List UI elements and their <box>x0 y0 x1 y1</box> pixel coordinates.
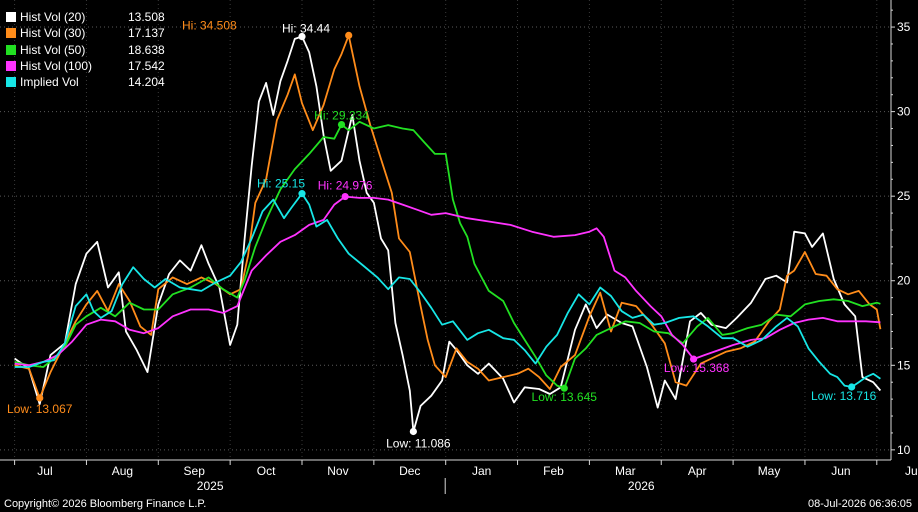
annotation-marker <box>36 394 44 402</box>
legend: Hist Vol (20) 13.508 Hist Vol (30) 17.13… <box>6 9 165 90</box>
x-tick-label: Jun <box>831 464 850 478</box>
legend-swatch <box>6 61 16 72</box>
x-axis: Jul Aug Sep Oct Nov Dec Jan Feb Mar Apr May Jun Jul 2… <box>0 459 918 494</box>
timestamp-text: 08-Jul-2026 06:36:05 <box>808 498 912 510</box>
x-tick-label: Feb <box>543 464 564 478</box>
annotation-marker <box>345 31 353 39</box>
legend-series-name: Hist Vol (100) <box>20 58 93 73</box>
annotation-marker <box>337 120 346 129</box>
legend-last-value: 18.638 <box>128 42 165 57</box>
x-tick-label: Jul <box>905 464 918 478</box>
legend-last-value: 17.542 <box>128 58 165 73</box>
annotation-label: Low: 13.067 <box>7 402 73 416</box>
series-line <box>14 35 882 433</box>
y-tick-label: 35 <box>897 20 911 34</box>
y-tick-label: 15 <box>897 358 911 372</box>
annotation-marker <box>409 427 417 436</box>
legend-item[interactable]: Implied Vol 14.204 <box>6 74 165 90</box>
y-tick-label: 20 <box>897 274 911 288</box>
legend-item[interactable]: Hist Vol (50) 18.638 <box>6 42 165 58</box>
legend-swatch <box>6 12 16 23</box>
legend-item[interactable]: Hist Vol (20) 13.508 <box>6 9 165 25</box>
series-line <box>14 120 881 390</box>
x-tick-label: Jul <box>37 464 52 478</box>
y-tick-label: 10 <box>897 443 911 457</box>
legend-last-value: 17.137 <box>128 26 165 41</box>
legend-series-name: Implied Vol <box>20 75 79 90</box>
series-lines <box>14 34 882 433</box>
y-tick-label: 30 <box>897 105 911 119</box>
x-tick-label: Jan <box>472 464 491 478</box>
legend-series-name: Hist Vol (20) <box>20 10 86 24</box>
annotation-label: Hi: 24.976 <box>318 179 373 193</box>
x-tick-label: Mar <box>615 464 636 478</box>
series-line <box>14 195 881 367</box>
legend-series-name: Hist Vol (50) <box>20 42 86 57</box>
y-axis: 10 15 20 25 30 35 <box>890 0 911 460</box>
legend-item[interactable]: Hist Vol (30) 17.137 <box>6 25 165 41</box>
annotation-marker <box>341 192 349 201</box>
legend-series-name: Hist Vol (30) <box>20 26 86 41</box>
legend-swatch <box>6 44 16 55</box>
annotation-label: Low: 13.645 <box>532 390 598 404</box>
x-tick-label: Oct <box>257 464 276 478</box>
annotation-label: Hi: 34.508 <box>182 18 237 32</box>
legend-item[interactable]: Hist Vol (100) 17.542 <box>6 58 165 74</box>
x-tick-label: Sep <box>184 464 206 478</box>
annotation-label: Low: 13.716 <box>811 389 877 403</box>
series-line <box>14 192 881 388</box>
annotation-label: Low: 11.086 <box>386 436 451 450</box>
annotation-label: Hi: 29.234 <box>314 109 369 123</box>
legend-last-value: 14.204 <box>128 75 165 90</box>
annotation-marker <box>560 384 568 392</box>
x-tick-label: Aug <box>112 464 133 478</box>
grid-lines <box>0 0 891 460</box>
x-tick-label: Apr <box>688 464 707 478</box>
annotation-marker <box>298 190 306 198</box>
annotation-marker <box>848 383 856 391</box>
x-tick-label: Nov <box>327 464 348 478</box>
annotation-marker <box>298 32 306 41</box>
legend-last-value: 13.508 <box>128 10 165 24</box>
year-label: 2026 <box>628 479 655 493</box>
legend-swatch <box>6 77 16 88</box>
annotation-marker <box>689 355 698 363</box>
legend-swatch <box>6 28 16 39</box>
annotation-labels: Hi: 34.508 Hi: 34.44 Hi: 29.234 Hi: 25.15 Hi… <box>7 18 877 450</box>
series-line <box>14 34 882 399</box>
annotation-markers <box>36 31 856 436</box>
annotation-label: Hi: 34.44 <box>282 22 330 36</box>
x-tick-label: Dec <box>399 464 420 478</box>
y-tick-label: 25 <box>897 189 911 203</box>
annotation-label: Hi: 25.15 <box>257 177 305 191</box>
x-tick-label: May <box>758 464 781 478</box>
copyright-text: Copyright© 2026 Bloomberg Finance L.P. <box>4 498 207 510</box>
year-label: 2025 <box>197 479 224 493</box>
annotation-label: Low: 15.368 <box>664 361 730 375</box>
